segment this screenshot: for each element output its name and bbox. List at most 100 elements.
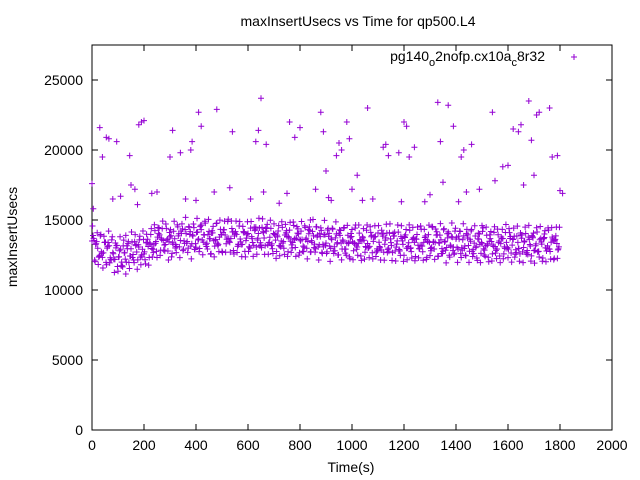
- data-point: [292, 253, 299, 260]
- data-point: [457, 228, 464, 235]
- data-point: [207, 235, 214, 242]
- data-point: [420, 257, 427, 264]
- data-point: [333, 230, 340, 237]
- data-point: [468, 227, 475, 234]
- data-point: [105, 239, 112, 246]
- data-point: [398, 198, 405, 205]
- data-point: [394, 221, 401, 228]
- data-point: [266, 234, 273, 241]
- data-point: [164, 248, 171, 255]
- data-point: [437, 236, 444, 243]
- data-point: [148, 225, 155, 232]
- data-point: [96, 124, 103, 131]
- data-point: [414, 224, 421, 231]
- data-point: [180, 246, 187, 253]
- data-point: [499, 226, 506, 233]
- data-point: [90, 205, 97, 212]
- data-point: [505, 162, 511, 169]
- data-point: [193, 229, 200, 236]
- data-point: [187, 147, 194, 153]
- data-point: [274, 233, 281, 240]
- data-point: [380, 230, 387, 237]
- data-point: [114, 263, 121, 270]
- data-point: [488, 257, 495, 264]
- data-point: [296, 249, 303, 256]
- data-point: [318, 227, 325, 234]
- data-point: [538, 241, 545, 248]
- data-point: [484, 242, 491, 249]
- data-point: [465, 242, 472, 249]
- data-point: [333, 240, 340, 247]
- data-point: [526, 241, 533, 248]
- data-point: [182, 226, 189, 233]
- data-point: [355, 240, 362, 247]
- data-point: [156, 225, 163, 232]
- data-point: [537, 223, 544, 230]
- data-point: [146, 240, 153, 247]
- data-point: [382, 141, 389, 148]
- data-point: [329, 225, 336, 232]
- data-point: [531, 172, 537, 179]
- data-point: [243, 231, 250, 238]
- data-point: [445, 102, 452, 109]
- data-point: [263, 141, 270, 148]
- data-point: [119, 263, 126, 270]
- data-point: [144, 239, 151, 246]
- data-point: [524, 247, 531, 254]
- data-point: [317, 109, 324, 116]
- data-point: [303, 245, 310, 252]
- data-point: [495, 231, 502, 238]
- data-point: [214, 242, 221, 249]
- data-point: [91, 237, 98, 244]
- data-point: [428, 247, 435, 254]
- data-point: [310, 216, 316, 223]
- data-point: [109, 249, 116, 256]
- data-point: [115, 268, 121, 275]
- data-point: [275, 227, 282, 234]
- data-point: [472, 233, 479, 240]
- data-point: [151, 221, 158, 228]
- data-point: [552, 236, 559, 243]
- data-point: [533, 224, 540, 231]
- data-point: [491, 223, 498, 230]
- data-point: [236, 218, 243, 225]
- data-point: [252, 138, 259, 145]
- data-point: [506, 225, 513, 232]
- x-tick-label: 1800: [544, 437, 575, 453]
- data-point: [171, 235, 178, 242]
- data-point: [141, 248, 148, 255]
- data-point: [193, 197, 199, 204]
- data-point: [128, 245, 134, 252]
- data-point: [493, 247, 500, 254]
- data-point: [332, 234, 339, 241]
- data-point: [242, 237, 249, 244]
- data-point: [309, 228, 316, 235]
- data-point: [105, 135, 112, 142]
- data-point: [478, 239, 485, 246]
- data-point: [441, 238, 448, 245]
- y-axis: 0 5000 10000 15000 20000 25000: [44, 72, 612, 438]
- data-point: [425, 231, 432, 238]
- data-point: [111, 269, 118, 276]
- data-point: [393, 244, 400, 251]
- data-point: [258, 242, 264, 249]
- data-point: [321, 231, 328, 238]
- data-point: [530, 230, 537, 237]
- data-point: [381, 241, 388, 248]
- data-point: [149, 246, 156, 253]
- data-point: [344, 222, 351, 229]
- data-point: [229, 128, 236, 135]
- data-point: [350, 247, 357, 254]
- data-point: [372, 253, 379, 260]
- data-point: [472, 244, 479, 251]
- data-point: [147, 231, 154, 238]
- data-point: [411, 144, 418, 151]
- data-point: [317, 233, 324, 240]
- data-point: [109, 196, 116, 202]
- data-point: [392, 257, 399, 264]
- data-point: [292, 244, 299, 251]
- data-point: [407, 245, 414, 252]
- data-point: [500, 255, 507, 262]
- data-point: [554, 255, 561, 262]
- data-point: [466, 259, 472, 266]
